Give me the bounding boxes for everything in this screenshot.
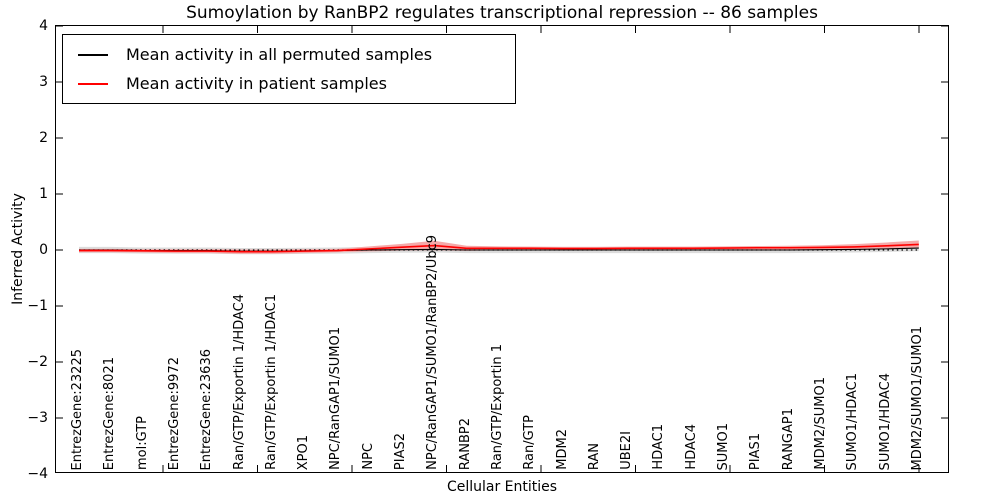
x-category-label: MDM2/SUMO1	[812, 377, 828, 470]
x-category-label: RANBP2	[457, 417, 473, 470]
y-tick-label: 3	[39, 74, 48, 90]
y-tick-label: −3	[27, 410, 48, 426]
legend-item-permuted: Mean activity in all permuted samples	[63, 40, 515, 69]
x-category-label: EntrezGene:9972	[166, 356, 182, 470]
chart-title: Sumoylation by RanBP2 regulates transcri…	[186, 3, 818, 23]
x-category-label: EntrezGene:23225	[70, 348, 85, 470]
x-category-label: RAN	[586, 442, 602, 470]
x-category-label: HDAC4	[683, 424, 699, 470]
x-category-label: MDM2/SUMO1/SUMO1	[909, 325, 925, 470]
x-category-label: SUMO1	[716, 422, 731, 471]
x-category-label: XPO1	[296, 434, 312, 470]
x-category-label: PIAS2	[393, 432, 408, 470]
legend-label-permuted: Mean activity in all permuted samples	[126, 45, 433, 64]
x-category-label: NPC/RanGAP1/SUMO1	[328, 327, 344, 470]
x-axis-label: Cellular Entities	[446, 479, 558, 495]
x-category-label: SUMO1/HDAC4	[877, 372, 893, 470]
x-category-label: HDAC1	[651, 424, 667, 470]
x-category-label: PIAS1	[748, 432, 764, 470]
x-category-label: RANGAP1	[780, 407, 796, 470]
x-category-label: NPC	[360, 443, 376, 470]
y-tick-label: 1	[39, 186, 48, 202]
x-category-label: Ran/GTP	[522, 415, 538, 470]
x-category-label: UBE2I	[619, 431, 635, 470]
y-tick-label: −2	[27, 354, 48, 370]
legend-line-swatch-permuted	[78, 53, 108, 56]
y-tick-label: 4	[39, 18, 48, 34]
x-category-label: EntrezGene:23636	[199, 348, 215, 470]
y-tick-label: 0	[39, 242, 48, 258]
plot-canvas	[56, 26, 948, 472]
legend-line-swatch-patient	[78, 82, 108, 85]
x-category-label: Ran/GTP/Exportin 1/HDAC4	[231, 294, 247, 470]
x-category-label: Ran/GTP/Exportin 1/HDAC1	[263, 294, 279, 470]
x-category-label: EntrezGene:8021	[102, 356, 118, 470]
legend-label-patient: Mean activity in patient samples	[126, 74, 387, 93]
x-category-label: NPC/RanGAP1/SUMO1/RanBP2/Ubc9	[425, 235, 441, 470]
x-category-label: MDM2	[554, 429, 570, 470]
y-tick-label: 2	[39, 130, 48, 146]
patient-mean-line	[79, 243, 919, 253]
x-category-label: Ran/GTP/Exportin 1	[489, 344, 505, 470]
plot-area: Mean activity in all permuted samples Me…	[55, 25, 949, 473]
x-category-label: mol:GTP	[134, 416, 150, 470]
legend: Mean activity in all permuted samples Me…	[62, 34, 516, 104]
y-tick-label: −4	[27, 466, 48, 482]
y-tick-label: −1	[27, 298, 48, 314]
x-category-label: SUMO1/HDAC1	[845, 372, 861, 470]
legend-item-patient: Mean activity in patient samples	[63, 69, 515, 98]
